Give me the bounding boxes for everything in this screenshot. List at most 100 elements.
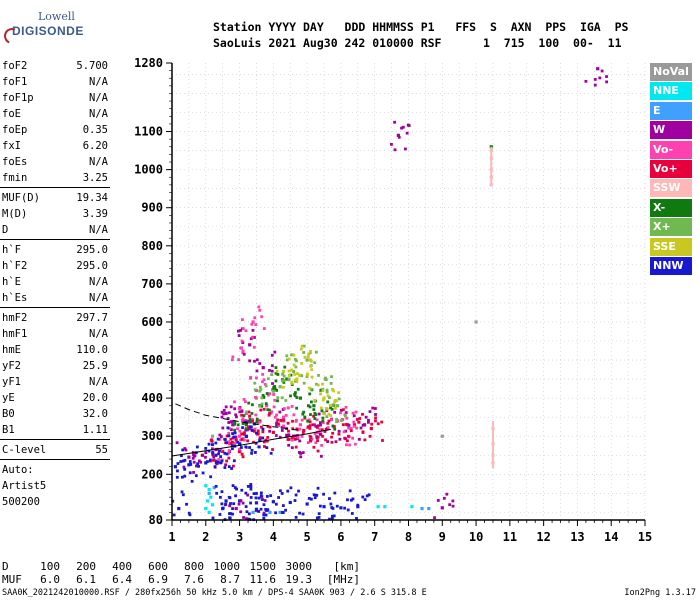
echo-point-w [600,69,604,73]
param-divider [0,239,110,240]
echo-point-sse [275,369,279,373]
echo-point-w [340,408,343,412]
echo-point-vo- [227,427,231,430]
echo-point-x- [284,399,288,402]
echo-point-w [280,426,284,429]
echo-point-x- [289,394,292,398]
echo-point-w [199,460,203,464]
echo-point-sse [310,368,314,372]
data-point-vo- [281,415,286,419]
echo-point-w [224,463,227,467]
param-value: 3.25 [82,172,108,184]
echo-point-x- [340,419,343,422]
echo-point-nnw [183,458,187,462]
echo-point-nnw [249,496,253,499]
echo-point-w [182,465,186,469]
param-name: h`F [2,244,21,256]
param-value: N/A [89,108,108,120]
echo-point-w [241,341,245,345]
echo-point-vo- [240,452,244,456]
echo-point-nnw [180,490,184,494]
param-row: hmF2 297.7 [0,310,110,326]
echo-point-nnw [214,461,218,465]
echo-point-vo- [294,445,298,449]
echo-point-vo- [237,407,241,410]
echo-point-sse [293,378,297,382]
echo-point-vo- [312,414,315,418]
data-point-nnw [288,500,292,505]
echo-point-w [299,452,302,455]
echo-point-vo- [240,418,244,422]
echo-point-sse [329,414,333,418]
header-labels: Station YYYY DAY DDD HHMMSS P1 FFS S AXN… [213,20,629,34]
echo-point-x- [335,418,338,421]
echo-point-w [290,446,294,450]
echo-point-w [229,405,233,409]
echo-point-sse [297,373,301,377]
legend-item-vo-: Vo- [650,140,692,159]
echo-point-nnw [181,448,185,452]
echo-point-nnw [239,446,243,449]
echo-point-nnw [365,494,369,498]
distance-value: 1000 [213,560,241,573]
echo-point-w [298,439,302,443]
echo-point-w [192,453,195,457]
echo-point-nnw [278,489,282,493]
echo-point-x- [282,381,286,384]
data-point-x- [335,404,340,408]
echo-point-w [242,352,246,356]
echo-point-w [367,420,370,424]
echo-point-vo- [256,432,260,436]
autoscale-note: Artist5 [2,480,47,492]
legend-item-noval: NoVal [650,63,692,81]
echo-point-vo- [227,440,231,444]
echo-point-vo- [370,422,374,426]
echo-point-sse [292,353,296,357]
echo-point-x- [302,410,306,414]
echo-point-vo- [273,415,277,419]
echo-point-x- [293,394,297,398]
echo-point-nnw [277,496,280,499]
echo-point-nnw [332,514,336,518]
echo-point-nnw [248,425,252,429]
echo-point-nnw [257,445,261,449]
echo-point-nnw [216,460,220,464]
echo-point-vo- [296,436,300,440]
echo-point-sse [306,372,309,376]
echo-point-nnw [309,497,313,501]
echo-point-nnw [206,460,209,463]
echo-point-vo- [225,434,229,438]
echo-point-sse [328,404,332,407]
echo-point-w [445,492,449,496]
param-name: B1 [2,424,15,436]
data-point-nne [376,505,380,509]
echo-point-nnw [298,511,302,515]
echo-point-nnw [197,464,200,468]
distance-value: 100 [40,560,60,573]
echo-point-nnw [215,491,219,495]
echo-point-vo- [242,397,246,401]
echo-point-nnw [322,492,325,496]
echo-point-nnw [317,512,321,516]
echo-point-vo- [262,407,266,411]
param-row: yE 20.0 [0,390,110,406]
echo-point-x- [293,357,297,361]
echo-point-x- [310,400,313,404]
param-value: 6.20 [82,140,108,152]
echo-point-sse [327,412,331,416]
echo-point-nnw [213,465,217,469]
echo-point-vo- [291,419,294,423]
data-point-w [596,67,600,71]
x-tick-label: 9 [439,530,446,544]
echo-point-nnw [331,514,334,518]
echo-point-w [255,369,259,373]
echo-point-nnw [363,498,367,502]
param-value: 110.0 [76,344,108,356]
echo-point-sse [335,399,338,403]
data-point-vo- [265,404,269,408]
echo-point-nnw [182,459,185,463]
muf-value: 6.9 [148,573,168,586]
echo-point-w [393,148,397,152]
echo-point-x- [261,393,265,397]
